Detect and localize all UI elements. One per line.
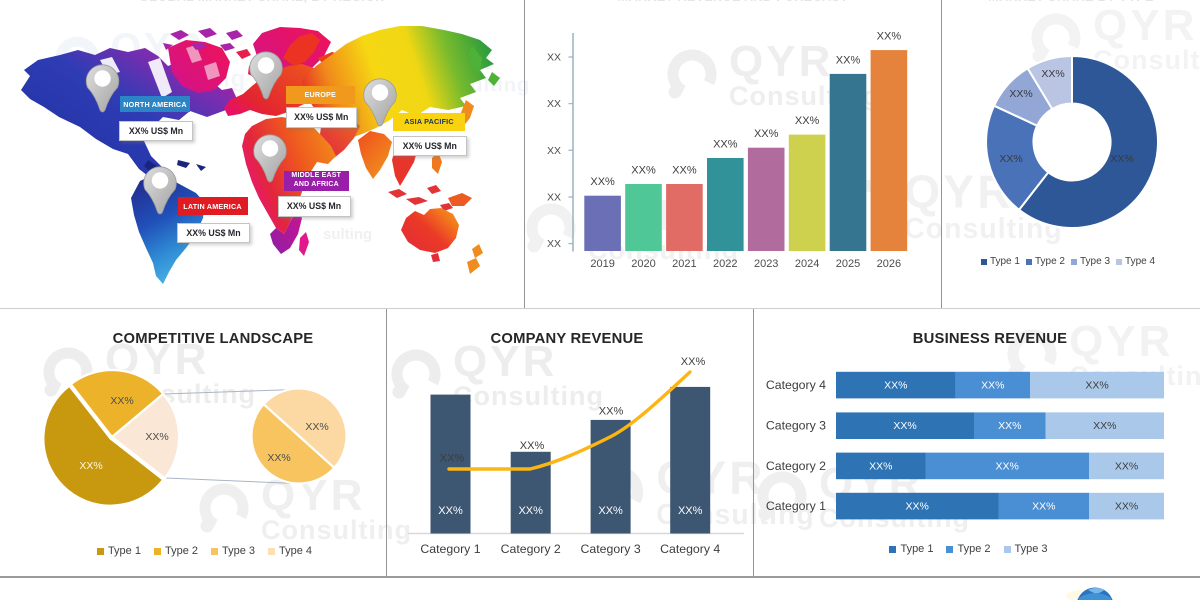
svg-text:2020: 2020 [631,258,655,270]
svg-text:XX%: XX% [267,452,290,464]
svg-text:XX: XX [547,238,561,250]
svg-text:XX%: XX% [754,128,779,140]
svg-text:XX%: XX% [672,165,697,177]
svg-text:2025: 2025 [836,258,860,270]
svg-text:Category 1: Category 1 [766,499,826,513]
svg-text:XX%: XX% [79,460,102,472]
svg-text:XX%: XX% [893,420,916,432]
svg-text:Category 3: Category 3 [581,542,641,556]
svg-text:XX%: XX% [1110,153,1133,165]
svg-text:2019: 2019 [590,258,614,270]
svg-text:Category 2: Category 2 [766,459,826,473]
svg-text:XX: XX [547,192,561,204]
svg-text:XX%: XX% [438,505,463,517]
svg-text:XX%: XX% [996,460,1019,472]
svg-text:XX%: XX% [599,406,624,418]
svg-text:XX: XX [547,52,561,64]
svg-text:XX%: XX% [795,115,820,127]
svg-text:XX%: XX% [981,380,1004,392]
svg-text:Category 1: Category 1 [420,542,480,556]
svg-text:XX%: XX% [305,421,328,433]
svg-text:XX%: XX% [999,153,1022,165]
svg-text:Category 2: Category 2 [501,542,561,556]
svg-text:XX%: XX% [631,165,656,177]
svg-text:XX%: XX% [110,395,133,407]
svg-text:XX%: XX% [520,440,545,452]
svg-text:2021: 2021 [672,258,696,270]
svg-text:XX%: XX% [1093,420,1116,432]
svg-text:XX%: XX% [1032,501,1055,513]
svg-text:XX%: XX% [869,460,892,472]
svg-text:XX%: XX% [1009,88,1032,100]
svg-text:XX%: XX% [1041,68,1064,80]
svg-text:XX%: XX% [906,501,929,513]
svg-text:XX%: XX% [836,54,861,66]
svg-text:2022: 2022 [713,258,737,270]
svg-text:XX%: XX% [1085,380,1108,392]
svg-text:2023: 2023 [754,258,778,270]
svg-text:XX%: XX% [1115,460,1138,472]
svg-text:XX%: XX% [681,356,706,368]
svg-text:XX: XX [547,98,561,110]
svg-text:2026: 2026 [877,258,901,270]
svg-text:XX%: XX% [440,453,465,465]
svg-text:XX%: XX% [678,505,703,517]
svg-text:Category 4: Category 4 [766,378,826,392]
svg-text:Category 4: Category 4 [660,542,720,556]
svg-text:XX%: XX% [713,139,738,151]
svg-text:XX%: XX% [598,505,623,517]
svg-text:XX%: XX% [998,420,1021,432]
svg-text:XX%: XX% [884,380,907,392]
svg-text:XX%: XX% [145,431,168,443]
svg-text:2024: 2024 [795,258,819,270]
svg-text:XX%: XX% [590,176,615,188]
svg-text:XX%: XX% [518,505,543,517]
svg-text:XX%: XX% [877,31,902,43]
svg-text:Category 3: Category 3 [766,419,826,433]
svg-text:XX: XX [547,145,561,157]
svg-text:XX%: XX% [1115,501,1138,513]
